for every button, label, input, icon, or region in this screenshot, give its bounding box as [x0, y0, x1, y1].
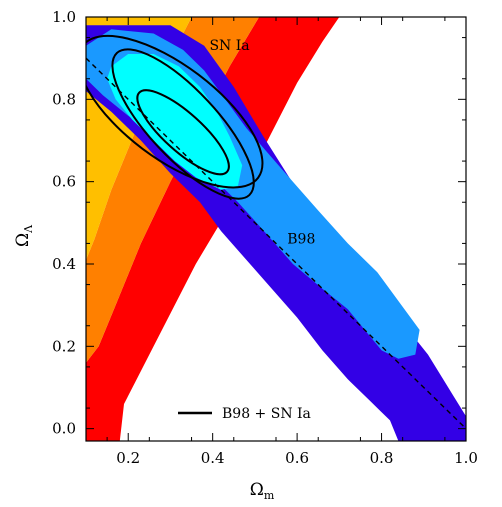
sn-ia-band-outer	[86, 17, 340, 441]
x-tick-label: 0.2	[116, 449, 140, 467]
b98-label: B98	[287, 231, 315, 247]
x-axis-title: Ωm	[250, 480, 275, 502]
flat-universe-dashed-line	[86, 57, 466, 430]
x-tick-label: 1.0	[454, 449, 478, 467]
y-tick-label: 0.8	[52, 90, 76, 108]
legend-label: B98 + SN Ia	[222, 406, 311, 422]
axes: 0.2 0.4 0.6 0.8 1.0 0.0 0.2 0.4 0.6 0.8 1.0	[52, 8, 478, 467]
combined-contour-middle	[111, 48, 255, 200]
y-tick-label: 1.0	[52, 8, 76, 26]
x-tick-label: 0.4	[201, 449, 225, 467]
y-tick-label: 0.4	[52, 255, 76, 273]
y-tick-label: 0.2	[52, 337, 76, 355]
combined-contours	[86, 34, 264, 200]
y-tick-label: 0.6	[52, 173, 76, 191]
b98-band-inner	[107, 54, 243, 190]
x-tick-label: 0.8	[370, 449, 394, 467]
combined-contour-inner	[136, 89, 230, 176]
y-axis-title: ΩΛ	[13, 224, 35, 247]
flat-universe-line	[86, 57, 466, 430]
combined-contour-outer	[86, 34, 264, 189]
b98-bands	[86, 25, 466, 441]
y-tick-label: 0.0	[52, 420, 76, 438]
x-tick-label: 0.6	[285, 449, 309, 467]
sn-ia-label: SN Ia	[209, 38, 249, 54]
